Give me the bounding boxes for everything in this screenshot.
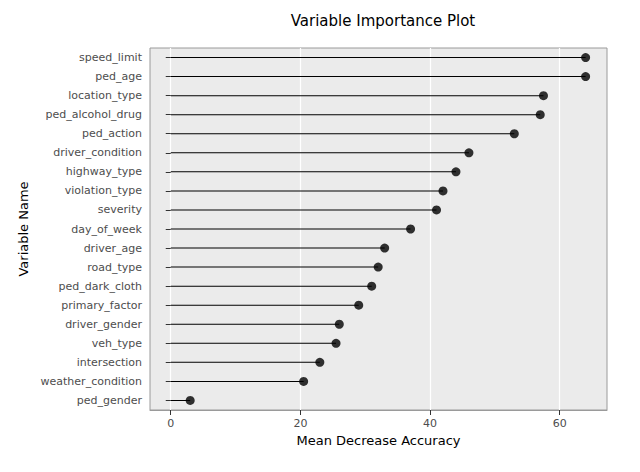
svg-text:ped_dark_cloth: ped_dark_cloth <box>59 280 142 293</box>
svg-text:Mean Decrease Accuracy: Mean Decrease Accuracy <box>297 433 461 448</box>
svg-text:20: 20 <box>293 417 307 430</box>
svg-text:ped_age: ped_age <box>95 70 142 83</box>
svg-text:day_of_week: day_of_week <box>71 223 142 236</box>
svg-text:speed_limit: speed_limit <box>79 51 143 64</box>
svg-text:ped_alcohol_drug: ped_alcohol_drug <box>45 108 142 121</box>
svg-text:intersection: intersection <box>77 356 142 369</box>
svg-text:severity: severity <box>98 203 143 216</box>
svg-text:primary_factor: primary_factor <box>61 299 142 312</box>
svg-text:road_type: road_type <box>87 261 142 274</box>
svg-text:highway_type: highway_type <box>66 165 143 178</box>
svg-text:ped_action: ped_action <box>82 127 142 140</box>
svg-text:driver_gender: driver_gender <box>65 318 142 331</box>
svg-text:weather_condition: weather_condition <box>41 375 142 388</box>
svg-text:ped_gender: ped_gender <box>77 394 143 407</box>
svg-text:driver_condition: driver_condition <box>53 146 142 159</box>
svg-text:Variable Name: Variable Name <box>16 181 31 276</box>
svg-text:Variable Importance Plot: Variable Importance Plot <box>291 12 476 30</box>
svg-text:driver_age: driver_age <box>84 242 143 255</box>
svg-text:violation_type: violation_type <box>65 184 142 197</box>
svg-text:0: 0 <box>167 417 174 430</box>
svg-text:40: 40 <box>423 417 437 430</box>
svg-text:veh_type: veh_type <box>92 337 143 350</box>
svg-text:location_type: location_type <box>68 89 142 102</box>
svg-text:60: 60 <box>553 417 567 430</box>
